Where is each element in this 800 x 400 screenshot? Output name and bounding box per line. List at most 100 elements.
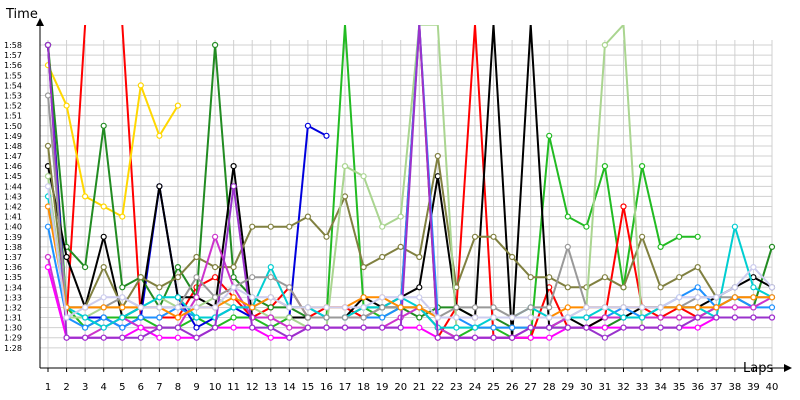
data-point <box>286 223 293 230</box>
data-point <box>416 253 423 261</box>
data-point <box>81 324 89 331</box>
data-point <box>564 213 571 220</box>
data-point <box>156 334 163 341</box>
data-point <box>490 304 497 311</box>
series-13 <box>44 25 776 341</box>
x-tick-label: 4 <box>101 382 107 393</box>
data-point <box>360 264 367 271</box>
y-tick-label: 1:58 <box>4 41 22 50</box>
x-tick-label: 18 <box>357 382 370 393</box>
series-16 <box>44 183 776 321</box>
data-point <box>137 314 144 321</box>
data-point <box>657 324 664 331</box>
data-point <box>44 142 52 149</box>
data-point <box>304 314 311 321</box>
data-point <box>119 304 126 311</box>
data-point <box>676 304 683 311</box>
x-tick-label: 23 <box>450 382 463 393</box>
data-point <box>267 314 274 321</box>
data-point <box>323 132 330 139</box>
data-point <box>546 274 553 281</box>
data-point <box>490 233 497 240</box>
x-tick-label: 32 <box>617 382 630 393</box>
data-point <box>546 314 553 321</box>
data-point <box>379 294 386 301</box>
data-point <box>249 324 256 331</box>
data-point <box>583 223 590 230</box>
data-point <box>453 334 460 341</box>
data-point <box>583 324 590 331</box>
data-point <box>249 274 256 281</box>
x-tick-label: 7 <box>156 382 162 393</box>
data-point <box>638 233 646 240</box>
data-point <box>119 213 126 220</box>
data-point <box>137 274 144 281</box>
series-line <box>47 206 772 319</box>
data-point <box>731 314 739 321</box>
series-line <box>47 25 772 339</box>
y-tick-label: 1:42 <box>4 203 22 212</box>
data-point <box>119 324 126 331</box>
data-point <box>527 274 534 281</box>
data-point <box>694 314 701 321</box>
data-point <box>750 314 757 321</box>
data-point <box>156 294 163 301</box>
y-tick-label: 1:35 <box>4 273 22 282</box>
data-point <box>267 304 274 311</box>
data-point <box>212 274 219 281</box>
x-tick-label: 6 <box>138 382 144 393</box>
data-point <box>601 163 609 170</box>
data-point <box>508 253 516 261</box>
data-point <box>100 233 107 240</box>
x-tick-label: 30 <box>580 382 593 393</box>
data-point <box>100 324 107 331</box>
data-point <box>416 314 423 321</box>
data-point <box>341 304 349 311</box>
data-point <box>193 314 200 321</box>
data-point <box>193 334 200 341</box>
x-tick-label: 21 <box>413 382 426 393</box>
data-point <box>193 324 200 331</box>
data-point <box>267 264 274 271</box>
data-point <box>81 334 89 341</box>
data-point <box>100 314 107 321</box>
data-point <box>638 314 646 321</box>
data-point <box>174 274 181 281</box>
data-point <box>174 304 181 311</box>
data-point <box>471 334 479 341</box>
data-point <box>81 314 89 321</box>
data-point <box>212 304 219 311</box>
data-point <box>453 324 460 331</box>
data-point <box>212 41 219 49</box>
data-point <box>100 334 107 341</box>
data-point <box>564 324 571 331</box>
data-point <box>397 304 404 311</box>
x-tick-label: 5 <box>119 382 125 393</box>
data-point <box>286 314 293 321</box>
data-point <box>44 253 52 261</box>
series-line <box>47 186 773 320</box>
data-point <box>434 334 441 341</box>
data-point <box>546 304 553 311</box>
y-tick-label: 1:55 <box>4 71 22 80</box>
data-point <box>286 284 293 291</box>
data-point <box>323 314 330 321</box>
data-point <box>434 152 441 160</box>
data-point <box>360 324 367 331</box>
data-point <box>676 233 683 240</box>
x-tick-label: 19 <box>376 382 389 393</box>
y-tick-label: 1:31 <box>4 314 22 323</box>
data-point <box>212 324 219 331</box>
y-tick-label: 1:40 <box>4 223 22 232</box>
y-tick-label: 1:28 <box>4 344 22 353</box>
data-point <box>620 203 627 210</box>
data-point <box>249 294 256 301</box>
series-line <box>47 196 773 329</box>
data-point <box>156 284 163 291</box>
data-point <box>453 304 460 311</box>
data-point <box>174 324 181 331</box>
data-point <box>527 334 534 341</box>
data-point <box>249 304 256 311</box>
data-point <box>694 233 701 240</box>
data-point <box>230 314 237 321</box>
